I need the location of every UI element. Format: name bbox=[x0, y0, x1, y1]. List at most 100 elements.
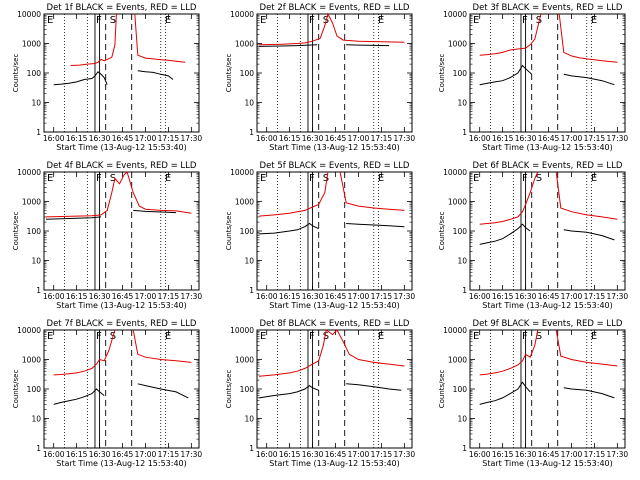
x-tick-label: 17:15 bbox=[584, 450, 606, 459]
chart-title: Det 8f BLACK = Events, RED = LLD bbox=[260, 319, 410, 329]
state-marker-label: E bbox=[47, 15, 53, 26]
x-tick-label: 16:15 bbox=[492, 450, 514, 459]
x-axis-label: Start Time (13-Aug-12 15:53:40) bbox=[56, 301, 187, 310]
x-tick-label: 16:45 bbox=[112, 292, 134, 301]
chart-panel-7: Det 7f BLACK = Events, RED = LLD 1 10 100 10… bbox=[12, 319, 202, 468]
y-tick-label: 10 bbox=[457, 257, 467, 266]
x-tick-label: 17:30 bbox=[607, 450, 629, 459]
plot-frame bbox=[256, 13, 413, 133]
events-series-line bbox=[479, 64, 533, 86]
chart-title: Det 2f BLACK = Events, RED = LLD bbox=[260, 3, 410, 13]
x-tick-label: 16:45 bbox=[325, 450, 347, 459]
plot-frame bbox=[43, 13, 200, 133]
events-series-line bbox=[346, 44, 390, 47]
state-marker-label: F bbox=[522, 15, 528, 26]
lld-series-line bbox=[132, 329, 192, 363]
chart-title: Det 3f BLACK = Events, RED = LLD bbox=[473, 3, 623, 13]
state-marker-label: E bbox=[260, 331, 266, 342]
y-tick-label: 10000 bbox=[230, 10, 254, 19]
x-tick-label: 16:00 bbox=[256, 134, 278, 143]
x-axis-label: Start Time (13-Aug-12 15:53:40) bbox=[482, 459, 613, 468]
lld-series-line bbox=[258, 329, 405, 377]
y-tick-label: 10 bbox=[31, 415, 41, 424]
chart-title: Det 9f BLACK = Events, RED = LLD bbox=[473, 319, 623, 329]
x-tick-label: 17:00 bbox=[561, 450, 583, 459]
lld-series-line bbox=[479, 13, 542, 56]
state-marker-label: E bbox=[473, 173, 479, 184]
x-tick-label: 16:30 bbox=[515, 450, 537, 459]
x-tick-label: 16:45 bbox=[112, 450, 134, 459]
y-tick-label: 10 bbox=[244, 257, 254, 266]
y-tick-label: 100 bbox=[453, 227, 468, 236]
events-series-line bbox=[258, 44, 318, 47]
x-tick-label: 16:15 bbox=[279, 450, 301, 459]
y-tick-label: 1000 bbox=[448, 40, 467, 49]
x-tick-label: 17:15 bbox=[371, 134, 393, 143]
state-marker-label: E bbox=[165, 331, 171, 342]
lld-series-line bbox=[45, 171, 192, 218]
x-tick-label: 17:30 bbox=[394, 134, 416, 143]
events-series-line bbox=[53, 388, 105, 405]
x-tick-label: 17:30 bbox=[394, 450, 416, 459]
state-marker-label: E bbox=[378, 173, 384, 184]
lld-series-line bbox=[555, 171, 618, 220]
events-series-line bbox=[137, 383, 189, 399]
events-series-line bbox=[346, 223, 405, 228]
y-tick-label: 1 bbox=[36, 444, 41, 453]
state-marker-label: E bbox=[378, 331, 384, 342]
events-series-line bbox=[346, 383, 402, 391]
x-tick-label: 16:30 bbox=[89, 450, 111, 459]
y-tick-label: 100 bbox=[27, 69, 42, 78]
x-tick-label: 16:00 bbox=[469, 450, 491, 459]
y-tick-label: 1 bbox=[249, 128, 254, 137]
events-series-line bbox=[258, 222, 319, 235]
x-tick-label: 17:30 bbox=[181, 134, 203, 143]
state-marker-label: E bbox=[473, 15, 479, 26]
x-tick-label: 16:00 bbox=[43, 450, 65, 459]
state-marker-label: S bbox=[536, 331, 542, 342]
y-tick-label: 1 bbox=[36, 286, 41, 295]
state-marker-label: F bbox=[522, 173, 528, 184]
chart-panel-5: Det 5f BLACK = Events, RED = LLD 1 10 100 10… bbox=[225, 161, 415, 310]
x-tick-label: 17:30 bbox=[181, 450, 203, 459]
x-tick-label: 17:00 bbox=[135, 292, 157, 301]
y-tick-label: 1 bbox=[249, 444, 254, 453]
y-tick-label: 10 bbox=[244, 99, 254, 108]
y-tick-label: 100 bbox=[240, 227, 255, 236]
lld-series-line bbox=[339, 171, 405, 211]
plot-frame bbox=[43, 329, 200, 449]
state-marker-label: S bbox=[323, 331, 329, 342]
state-marker-label: E bbox=[591, 173, 597, 184]
y-tick-label: 1000 bbox=[22, 40, 41, 49]
state-marker-label: E bbox=[591, 331, 597, 342]
x-axis-label: Start Time (13-Aug-12 15:53:40) bbox=[269, 459, 400, 468]
y-tick-label: 100 bbox=[453, 69, 468, 78]
x-tick-label: 16:30 bbox=[515, 134, 537, 143]
events-series-line bbox=[563, 73, 615, 86]
state-marker-label: F bbox=[522, 331, 528, 342]
y-tick-label: 10 bbox=[457, 99, 467, 108]
y-tick-label: 10000 bbox=[17, 326, 41, 335]
state-marker-label: E bbox=[165, 173, 171, 184]
lld-series-line bbox=[258, 12, 405, 46]
x-tick-label: 16:45 bbox=[538, 292, 560, 301]
y-tick-label: 1000 bbox=[22, 198, 41, 207]
lld-series-line bbox=[479, 329, 539, 376]
y-axis-label: Counts/sec bbox=[438, 370, 446, 409]
y-tick-label: 100 bbox=[240, 385, 255, 394]
x-axis-label: Start Time (13-Aug-12 15:53:40) bbox=[482, 143, 613, 152]
y-tick-label: 10 bbox=[31, 257, 41, 266]
x-tick-label: 17:00 bbox=[135, 450, 157, 459]
events-series-line bbox=[137, 70, 174, 80]
state-marker-label: S bbox=[536, 173, 542, 184]
events-series-line bbox=[563, 229, 615, 241]
x-axis-label: Start Time (13-Aug-12 15:53:40) bbox=[269, 301, 400, 310]
y-tick-label: 100 bbox=[240, 69, 255, 78]
state-marker-label: F bbox=[309, 173, 315, 184]
x-tick-label: 17:15 bbox=[584, 134, 606, 143]
y-tick-label: 1000 bbox=[235, 40, 254, 49]
x-tick-label: 17:00 bbox=[135, 134, 157, 143]
x-tick-label: 17:00 bbox=[348, 134, 370, 143]
y-tick-label: 10 bbox=[244, 415, 254, 424]
